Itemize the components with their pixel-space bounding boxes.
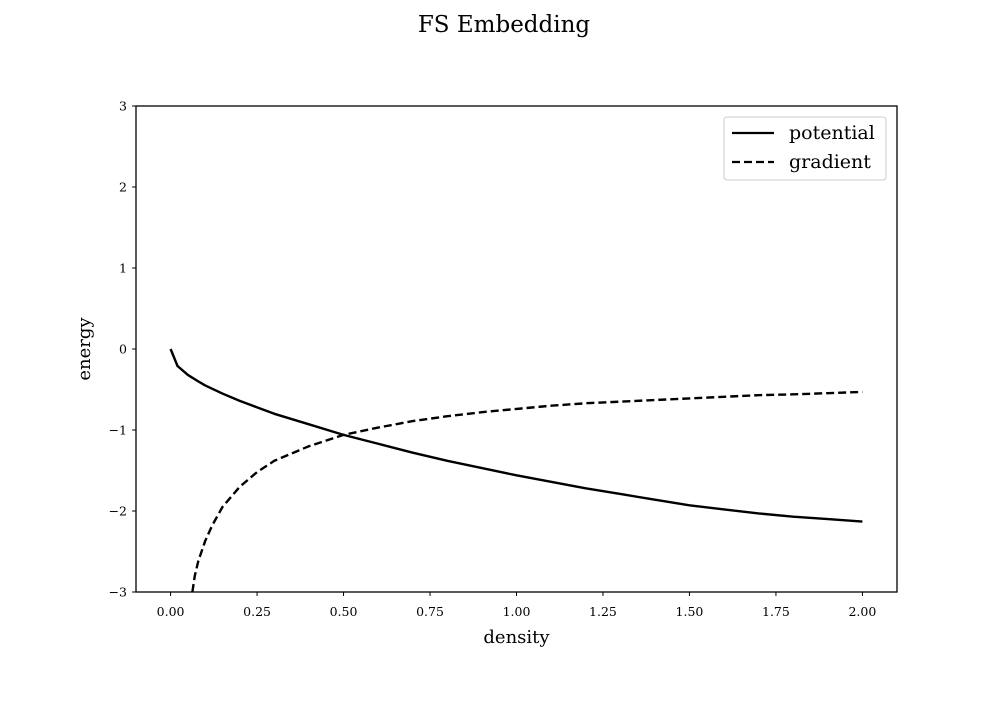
x-axis-label: density (483, 627, 550, 648)
y-tick-label: −2 (109, 504, 127, 519)
x-tick-label: 1.25 (589, 604, 617, 619)
series-line-gradient (191, 390, 863, 592)
x-tick-label: 0.25 (243, 604, 271, 619)
y-tick-label: −3 (109, 585, 127, 600)
x-tick-label: 1.75 (762, 604, 790, 619)
y-axis-label: energy (74, 317, 95, 381)
x-axis: 0.00 0.25 0.50 0.75 1.00 1.25 1.50 1.75 2.00 (157, 592, 876, 619)
x-tick-label: 0.50 (330, 604, 358, 619)
legend-label-gradient: gradient (789, 151, 871, 173)
series-line-potential (169, 348, 863, 523)
y-tick-label: 3 (119, 99, 127, 114)
y-axis: −3 −2 −1 0 1 2 3 (109, 99, 136, 600)
x-tick-label: 1.00 (503, 604, 531, 619)
x-tick-label: 0.00 (157, 604, 185, 619)
x-tick-label: 1.50 (676, 604, 704, 619)
y-tick-label: −1 (109, 423, 127, 438)
series-layer (169, 348, 863, 592)
legend-label-potential: potential (789, 122, 875, 144)
y-tick-label: 0 (119, 342, 127, 357)
legend: potential gradient (723, 116, 887, 181)
chart-title: FS Embedding (418, 12, 591, 38)
x-tick-label: 0.75 (416, 604, 444, 619)
x-tick-label: 2.00 (848, 604, 876, 619)
y-tick-label: 2 (119, 180, 127, 195)
y-tick-label: 1 (119, 261, 127, 276)
